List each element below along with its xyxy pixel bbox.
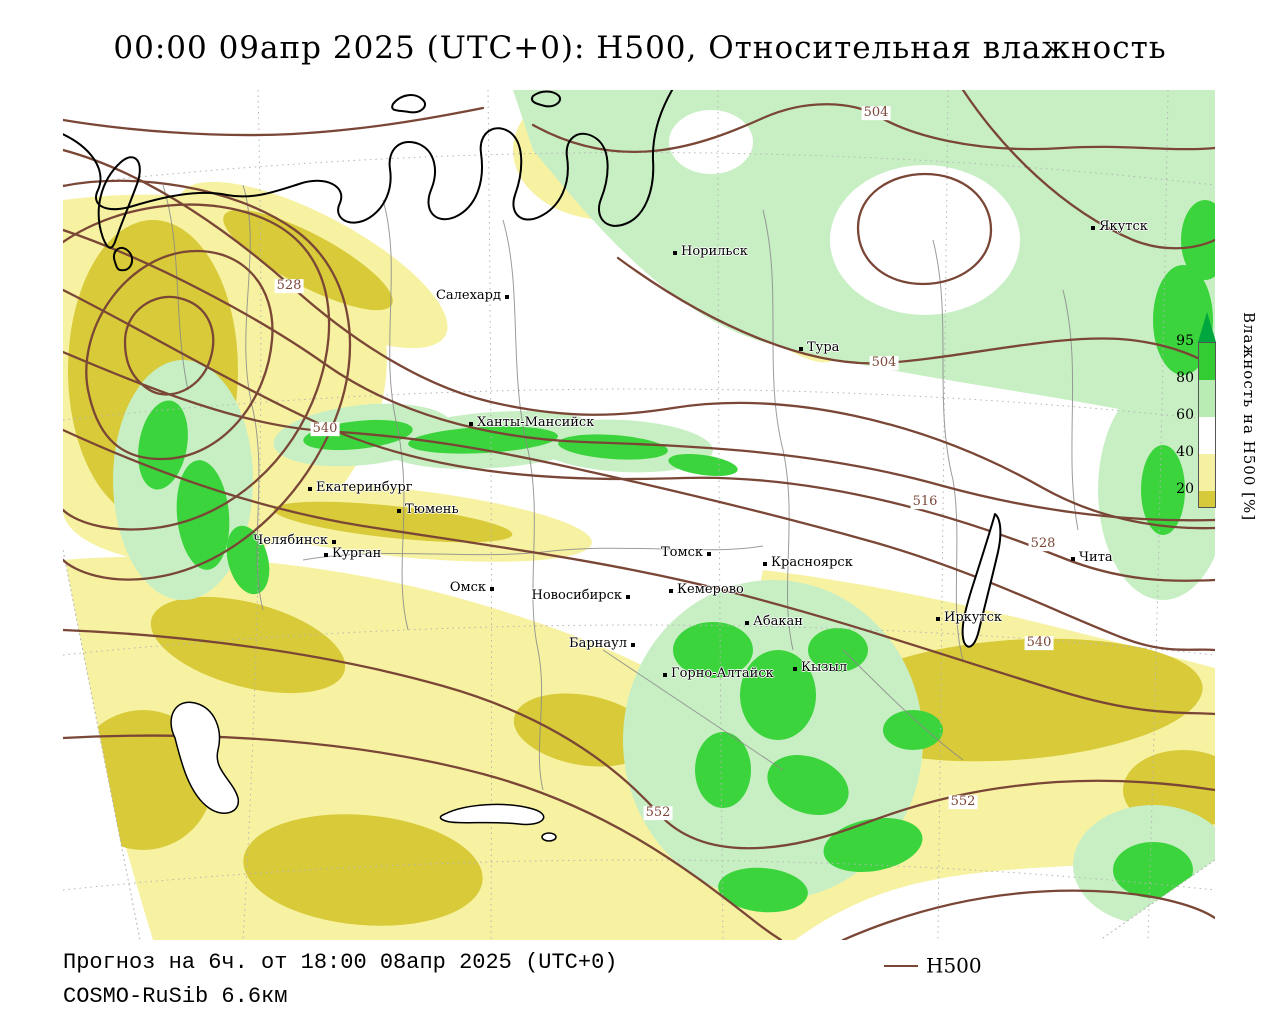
colorbar-tick-60: 60 [1176, 407, 1194, 423]
model-info: COSMO-RuSib 6.6км [63, 984, 288, 1009]
h500-legend-label: H500 [926, 953, 982, 978]
h500-legend: H500 [884, 952, 982, 978]
colorbar-arrow [1198, 312, 1216, 342]
coastlines [63, 90, 1002, 842]
colorbar-title: Влажность на H500 [%] [1240, 312, 1258, 522]
colorbar-tick-80: 80 [1176, 370, 1194, 386]
colorbar: 95 80 60 40 20 Влажность на H500 [%] [1160, 312, 1280, 612]
colorbar-bar [1198, 312, 1216, 508]
colorbar-segment-95-80 [1199, 343, 1215, 380]
colorbar-segment-below-20 [1199, 491, 1215, 507]
h500-contour-lines [63, 90, 1215, 940]
colorbar-tick-20: 20 [1176, 481, 1194, 497]
colorbar-segments [1198, 342, 1216, 508]
colorbar-segment-80-60 [1199, 380, 1215, 417]
footer: Прогноз на 6ч. от 18:00 08апр 2025 (UTC+… [63, 946, 618, 1014]
colorbar-segment-40-20 [1199, 454, 1215, 491]
h500-line-sample [884, 964, 918, 967]
colorbar-tick-95: 95 [1176, 333, 1194, 349]
forecast-info: Прогноз на 6ч. от 18:00 08апр 2025 (UTC+… [63, 950, 618, 975]
colorbar-tick-40: 40 [1176, 444, 1194, 460]
colorbar-arrow-tip [1198, 312, 1216, 342]
map-canvas [63, 90, 1215, 940]
map-container: 504 528 504 540 516 528 540 552 552 Норильск Якут… [63, 90, 1215, 940]
colorbar-ticks: 95 80 60 40 20 [1160, 312, 1194, 532]
colorbar-segment-60-40 [1199, 417, 1215, 454]
page-title: 00:00 09апр 2025 (UTC+0): H500, Относите… [113, 30, 1167, 66]
admin-borders [162, 184, 1079, 791]
humidity-field [63, 90, 1215, 940]
